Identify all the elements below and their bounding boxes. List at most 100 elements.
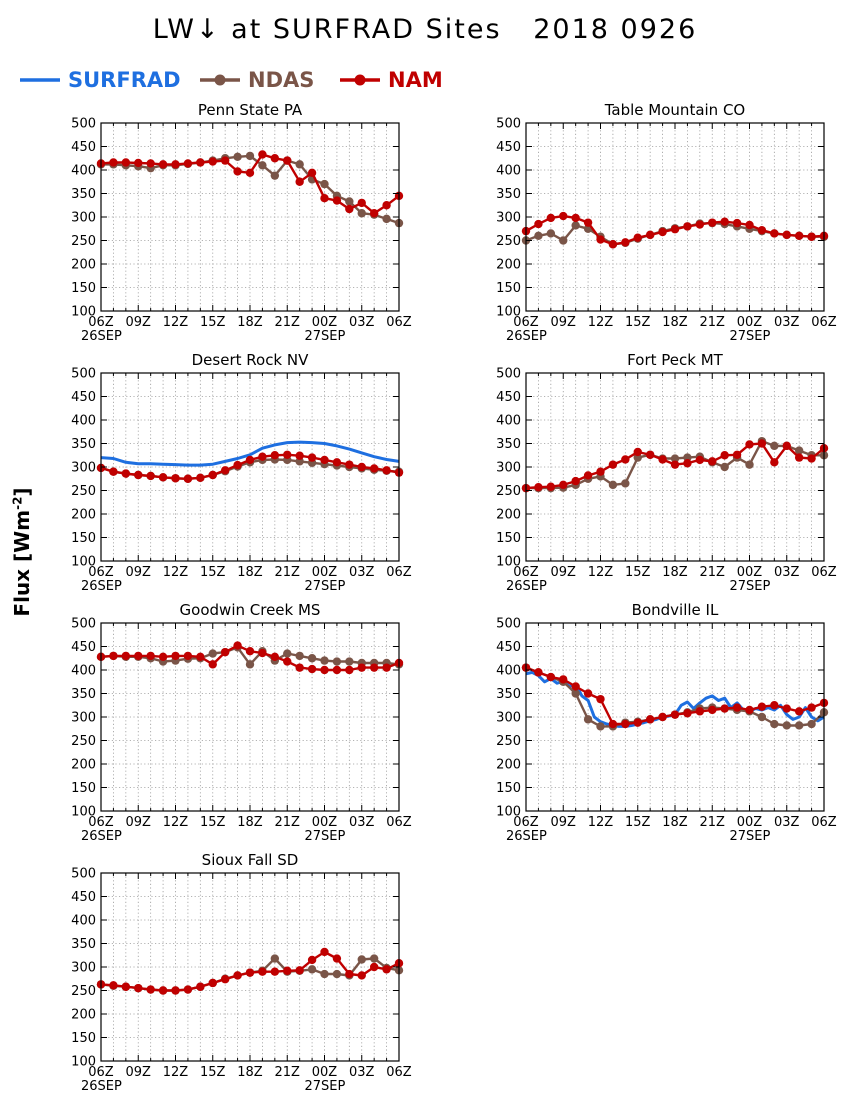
data-point <box>357 462 366 472</box>
data-point <box>782 441 791 451</box>
data-point <box>332 458 342 467</box>
data-point <box>245 660 255 669</box>
data-point <box>621 238 630 247</box>
y-tick-label: 450 <box>496 640 521 655</box>
data-point <box>645 450 655 459</box>
data-point <box>270 154 280 163</box>
data-point <box>369 663 379 672</box>
data-point <box>121 982 131 991</box>
data-point <box>183 985 193 994</box>
data-point <box>670 454 680 463</box>
data-point <box>571 213 580 223</box>
data-point <box>283 450 292 459</box>
data-point <box>345 665 354 675</box>
x-tick-label: 21Z <box>275 565 301 580</box>
data-point <box>683 459 692 468</box>
data-point <box>307 955 317 965</box>
y-tick-label: 400 <box>496 414 521 429</box>
data-point <box>534 219 543 229</box>
data-point <box>583 689 593 698</box>
x-tick-label: 03Z <box>349 815 375 830</box>
x-tick-label: 00Z <box>737 315 763 330</box>
data-point <box>320 947 329 957</box>
data-point <box>196 158 205 167</box>
data-point <box>559 675 568 684</box>
series-line <box>100 440 400 467</box>
data-point <box>658 227 667 237</box>
x-tick-label: 09Z <box>126 1065 152 1080</box>
y-tick-label: 350 <box>496 437 521 452</box>
data-point <box>369 209 379 218</box>
legend-label: NDAS <box>248 68 315 92</box>
y-tick-label: 100 <box>71 555 96 570</box>
data-point <box>332 196 342 205</box>
data-point <box>695 707 705 716</box>
data-point <box>146 471 155 481</box>
data-point <box>357 971 366 980</box>
x-date-label: 26SEP <box>506 829 547 844</box>
data-point <box>345 204 354 214</box>
data-point <box>596 235 605 244</box>
y-tick-label: 100 <box>71 305 96 320</box>
x-date-label: 26SEP <box>506 329 547 344</box>
data-point <box>245 968 255 977</box>
data-point <box>621 479 630 488</box>
data-point <box>220 466 230 475</box>
x-tick-label: 06Z <box>386 565 412 580</box>
data-point <box>320 665 329 675</box>
data-point <box>708 457 717 466</box>
data-point <box>283 657 292 666</box>
y-tick-label: 150 <box>71 1031 96 1046</box>
legend-swatch <box>200 74 240 86</box>
x-tick-label: 03Z <box>774 565 800 580</box>
data-point <box>345 657 354 666</box>
panel-title: Goodwin Creek MS <box>180 601 321 619</box>
data-point <box>183 474 193 483</box>
y-tick-label: 150 <box>71 281 96 296</box>
x-tick-label: 00Z <box>312 315 338 330</box>
y-tick-label: 300 <box>496 461 521 476</box>
data-point <box>583 715 593 724</box>
y-tick-label: 300 <box>71 211 96 226</box>
y-tick-label: 450 <box>71 640 96 655</box>
y-tick-label: 350 <box>71 437 96 452</box>
data-point <box>245 168 255 178</box>
data-point <box>382 201 391 210</box>
data-point <box>546 672 556 682</box>
data-point <box>745 460 754 469</box>
data-point <box>369 962 379 972</box>
legend-swatch <box>20 78 60 82</box>
data-point <box>307 168 317 178</box>
data-point <box>357 663 366 672</box>
y-tick-label: 200 <box>71 1008 96 1023</box>
data-point <box>196 652 205 662</box>
y-tick-label: 400 <box>496 164 521 179</box>
x-tick-label: 09Z <box>551 565 577 580</box>
data-point <box>357 198 366 208</box>
data-point <box>233 971 242 980</box>
data-point <box>596 694 605 704</box>
data-point <box>683 222 692 231</box>
data-point <box>270 451 280 460</box>
data-point <box>571 689 580 698</box>
y-tick-label: 200 <box>496 258 521 273</box>
data-point <box>382 466 391 475</box>
x-tick-label: 09Z <box>126 565 152 580</box>
x-tick-label: 18Z <box>237 565 263 580</box>
data-point <box>708 218 717 227</box>
legend-label: NAM <box>388 68 443 92</box>
data-point <box>546 213 556 223</box>
x-tick-label: 00Z <box>312 565 338 580</box>
legend-marker <box>354 74 366 86</box>
y-tick-label: 250 <box>71 484 96 499</box>
data-point <box>233 460 242 470</box>
data-point <box>559 236 568 245</box>
data-point <box>295 966 304 975</box>
data-point <box>770 229 779 238</box>
data-point <box>357 209 366 218</box>
x-tick-label: 06Z <box>386 1065 412 1080</box>
data-point <box>158 652 168 662</box>
